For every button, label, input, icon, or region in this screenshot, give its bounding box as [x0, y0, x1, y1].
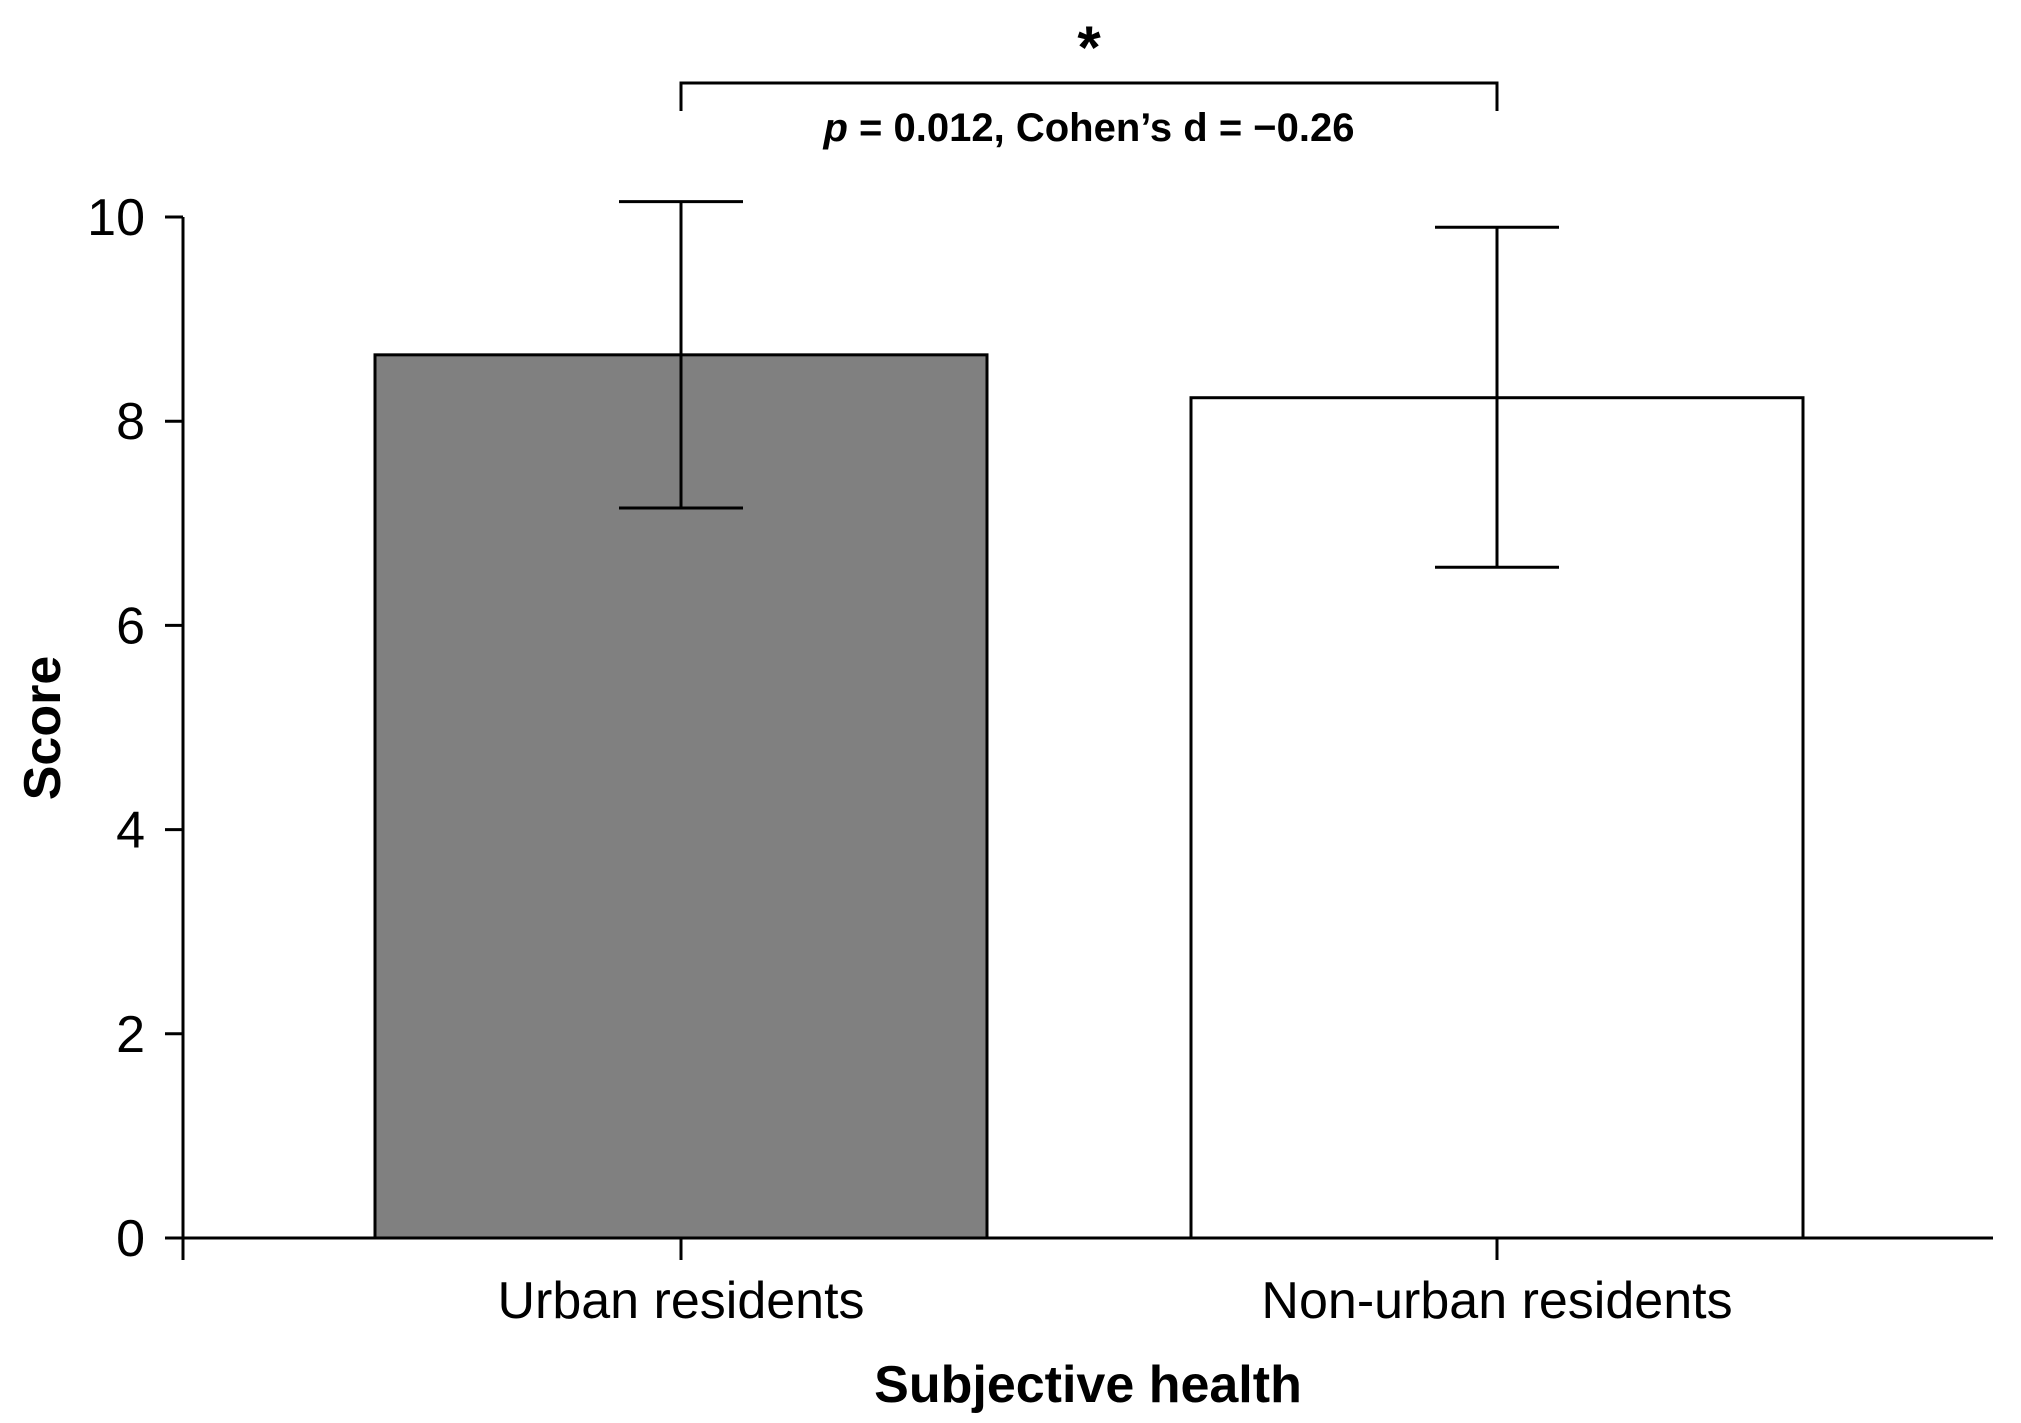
error-bars [619, 200, 1559, 569]
y-axis-ticks: 0 2 4 6 8 10 [87, 189, 183, 1268]
x-tick-label: Non-urban residents [1261, 1272, 1732, 1330]
y-axis-title: Score [14, 656, 72, 801]
plot-area: 0 2 4 6 8 10 Urban residents Non-urban residen… [87, 189, 1993, 1330]
p-symbol: p [823, 106, 848, 150]
y-tick-label: 0 [116, 1210, 145, 1268]
x-tick-label: Urban residents [497, 1272, 864, 1330]
significance-marker: * [1077, 14, 1101, 81]
y-tick-label: 8 [116, 393, 145, 451]
y-tick-label: 4 [116, 802, 145, 860]
stats-text: = 0.012, Cohen’s d = −0.26 [848, 106, 1355, 150]
significance-stats: p = 0.012, Cohen’s d = −0.26 [823, 106, 1355, 150]
y-tick-label: 10 [87, 189, 145, 247]
y-tick-label: 6 [116, 597, 145, 655]
significance-bracket [679, 81, 1499, 111]
bars [373, 353, 1805, 1240]
x-axis-ticks: Urban residents Non-urban residents [497, 1238, 1733, 1330]
x-axis-title: Subjective health [874, 1356, 1302, 1414]
y-tick-label: 2 [116, 1006, 145, 1064]
significance-annotation: * p = 0.012, Cohen’s d = −0.26 [679, 14, 1499, 150]
